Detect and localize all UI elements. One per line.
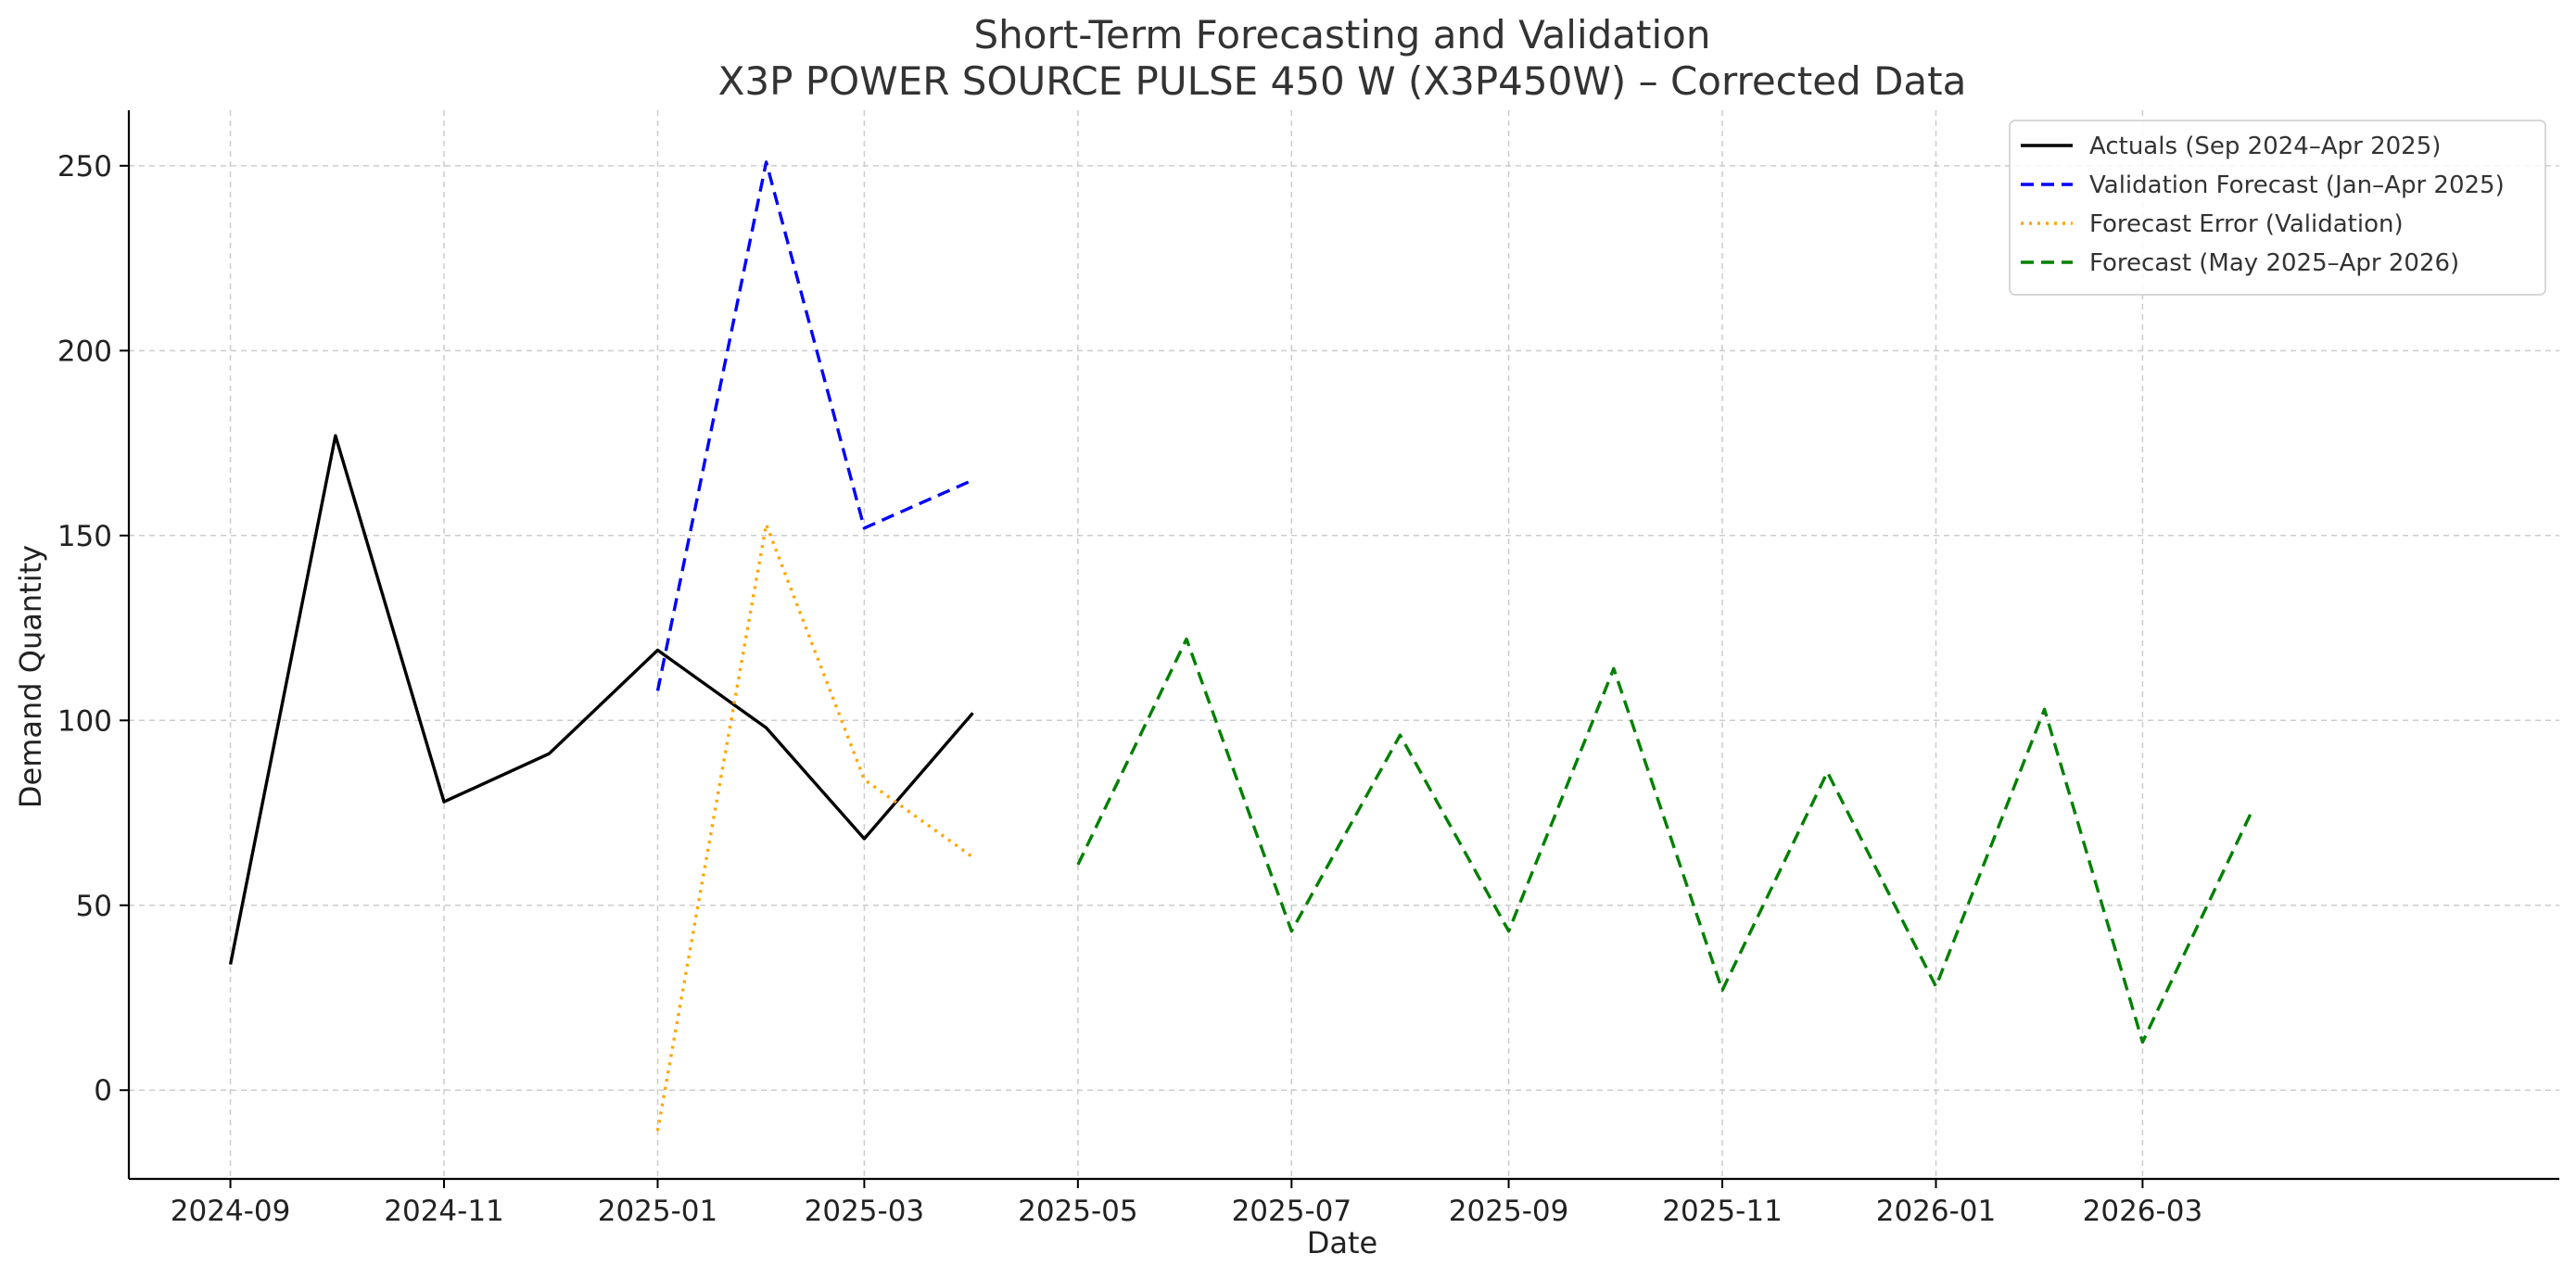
y-tick-label: 100 xyxy=(57,704,112,738)
x-tick-label: 2024-09 xyxy=(171,1195,291,1228)
legend-label-1: Actuals (Sep 2024–Apr 2025) xyxy=(2089,133,2441,160)
x-tick-label: 2025-09 xyxy=(1449,1195,1569,1228)
series-line-4 xyxy=(1076,637,2253,1045)
ticks: 2024-09 2024-11 2025-01 2025-03 2025-05 2025-… xyxy=(57,150,2202,1228)
y-tick-label: 250 xyxy=(57,150,112,184)
y-tick-label: 0 xyxy=(94,1074,112,1108)
legend-label-3: Forecast Error (Validation) xyxy=(2089,210,2404,238)
x-axis-label: Date xyxy=(1307,1225,1377,1260)
series-lines xyxy=(228,160,2253,1132)
x-tick-label: 2024-11 xyxy=(384,1195,504,1228)
x-tick-label: 2025-11 xyxy=(1662,1195,1783,1228)
x-tick-label: 2025-05 xyxy=(1018,1195,1138,1228)
series-line-3 xyxy=(655,523,974,1132)
x-tick-label: 2026-01 xyxy=(1876,1195,1997,1228)
y-axis-label: Demand Quantity xyxy=(13,545,48,808)
x-tick-label: 2025-01 xyxy=(598,1195,718,1228)
grid xyxy=(129,110,2559,1179)
axes xyxy=(127,110,2559,1181)
series-line-2 xyxy=(655,160,974,691)
legend-label-2: Validation Forecast (Jan–Apr 2025) xyxy=(2089,171,2505,199)
series-line-1 xyxy=(228,434,974,965)
y-tick-label: 150 xyxy=(57,520,112,553)
y-tick-label: 50 xyxy=(76,890,112,923)
chart-subtitle: X3P POWER SOURCE PULSE 450 W (X3P450W) –… xyxy=(718,58,1967,104)
legend: Actuals (Sep 2024–Apr 2025) Validation Fo… xyxy=(2009,120,2546,296)
x-tick-label: 2026-03 xyxy=(2083,1195,2203,1228)
x-tick-label: 2025-07 xyxy=(1232,1195,1352,1228)
legend-label-4: Forecast (May 2025–Apr 2026) xyxy=(2089,249,2459,277)
y-tick-label: 200 xyxy=(57,335,112,368)
x-tick-label: 2025-03 xyxy=(805,1195,925,1228)
legend-frame xyxy=(2009,120,2546,296)
chart-title: Short-Term Forecasting and Validation xyxy=(974,12,1711,57)
